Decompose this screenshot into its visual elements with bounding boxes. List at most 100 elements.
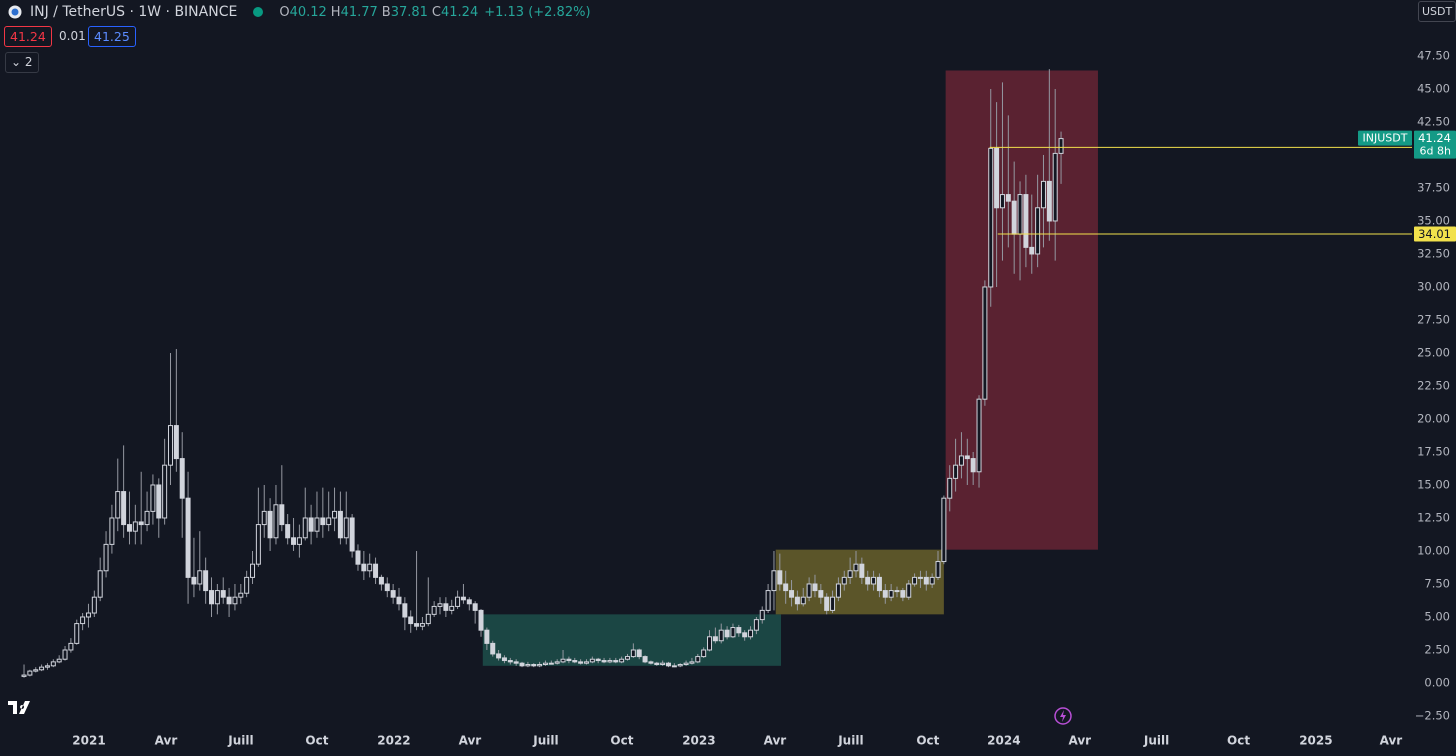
candle-body xyxy=(132,521,138,532)
spread: 0.01 xyxy=(59,29,86,43)
y-tick-label: 32.50 xyxy=(1417,246,1450,260)
candle-body xyxy=(460,596,466,601)
y-tick-label: 0.00 xyxy=(1424,675,1450,689)
change: +1.13 (+2.82%) xyxy=(484,4,591,20)
candle-body xyxy=(449,605,455,611)
candle-body xyxy=(689,661,695,664)
logo xyxy=(8,5,22,19)
candle-body xyxy=(185,497,191,578)
candle-body xyxy=(349,517,355,552)
candle-body xyxy=(74,623,80,644)
candle-body xyxy=(285,524,291,539)
candle-body xyxy=(507,660,513,663)
candle-body xyxy=(466,599,472,605)
candle-body xyxy=(666,662,672,667)
candle-body xyxy=(396,596,402,605)
x-tick-label: Juill xyxy=(532,734,558,748)
currency[interactable]: USDT xyxy=(1418,1,1456,22)
candle-body xyxy=(384,583,390,592)
candle-body xyxy=(888,590,894,598)
candle-body xyxy=(80,616,86,625)
y-tick-label: 15.00 xyxy=(1417,477,1450,491)
candle-body xyxy=(900,590,906,598)
candle-body xyxy=(1035,207,1041,255)
candle-body xyxy=(355,550,361,565)
ohlc-label: C xyxy=(431,5,441,20)
candle-body xyxy=(548,662,554,665)
candle-body xyxy=(126,524,132,532)
x-tick-label: Avr xyxy=(1068,734,1091,748)
bid[interactable]: 41.24 xyxy=(4,26,52,47)
candle-body xyxy=(472,603,478,611)
candle-body xyxy=(232,596,238,605)
y-tick-label: 17.50 xyxy=(1417,444,1450,458)
x-tick-label: Oct xyxy=(916,734,939,748)
y-tick-label: −2.50 xyxy=(1415,708,1450,722)
candle-body xyxy=(367,563,373,572)
candle-body xyxy=(748,629,754,638)
candle-body xyxy=(431,605,437,615)
candle-body xyxy=(179,458,185,499)
candle-body xyxy=(337,510,343,539)
y-tick-label: 45.00 xyxy=(1417,81,1450,95)
candle-body xyxy=(267,510,273,539)
x-tick-label: Juill xyxy=(1143,734,1169,748)
candle-body xyxy=(214,590,220,605)
candle-body xyxy=(566,658,572,662)
candle-body xyxy=(794,596,800,605)
candle-body xyxy=(654,662,660,666)
candle-body xyxy=(624,656,630,660)
y-tick-label: 5.00 xyxy=(1424,609,1450,623)
candle-body xyxy=(279,504,285,526)
candle-body xyxy=(812,583,818,592)
candle-body xyxy=(1029,246,1035,255)
candle-body xyxy=(478,609,484,631)
candle-body xyxy=(800,596,806,605)
candle-body xyxy=(408,616,414,625)
candle-body xyxy=(220,590,226,598)
candle-body xyxy=(771,570,777,592)
candle-body xyxy=(162,464,168,519)
candle-body xyxy=(308,517,314,532)
candle-body xyxy=(830,596,836,611)
y-tick-label: 2.50 xyxy=(1424,642,1450,656)
candle-body xyxy=(677,664,683,667)
candle-body xyxy=(378,576,384,585)
candle-body xyxy=(273,504,279,539)
price-tag xyxy=(1414,130,1456,159)
candle-body xyxy=(250,563,256,578)
x-tick-label: Oct xyxy=(610,734,633,748)
candle-body xyxy=(320,517,326,526)
candle-body xyxy=(144,510,150,526)
candle-body xyxy=(917,576,923,579)
y-tick-label: 20.00 xyxy=(1417,411,1450,425)
status-dot xyxy=(253,7,264,17)
candle-body xyxy=(1017,194,1023,235)
candle-body xyxy=(707,636,713,651)
ask[interactable]: 41.25 xyxy=(88,26,136,47)
x-tick-label: Avr xyxy=(155,734,178,748)
candle-body xyxy=(21,674,27,677)
symbol[interactable]: INJ / TetherUS · 1W · BINANCE xyxy=(30,4,238,20)
ohlc-label: H xyxy=(330,5,341,20)
alert-icon xyxy=(1060,710,1066,722)
candle-body xyxy=(156,484,162,519)
candle-body xyxy=(1052,152,1058,222)
ohlc-item: H41.77 xyxy=(331,5,378,20)
ohlc-item: C41.24 xyxy=(432,5,478,20)
candle-body xyxy=(343,517,349,539)
candle-body xyxy=(537,664,543,667)
candle-body xyxy=(806,583,812,598)
x-tick-label: 2022 xyxy=(377,734,410,748)
candle-body xyxy=(44,665,50,668)
candle-body xyxy=(976,398,982,473)
candle-body xyxy=(865,576,871,585)
candle-body xyxy=(906,583,912,598)
candle-body xyxy=(958,455,964,466)
candle-body xyxy=(138,521,144,526)
candle-body xyxy=(326,517,332,526)
candle-body xyxy=(496,653,502,659)
ohlc-item: B37.81 xyxy=(382,5,428,20)
x-tick-label: Avr xyxy=(459,734,482,748)
indicators-toggle[interactable]: ⌄ 2 xyxy=(5,52,39,73)
